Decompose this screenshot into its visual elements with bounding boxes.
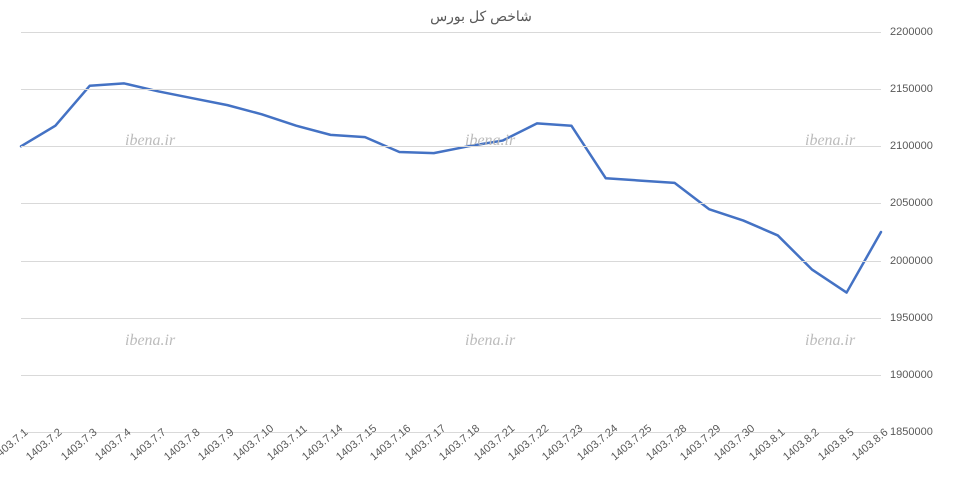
gridline bbox=[21, 261, 881, 262]
gridline bbox=[21, 89, 881, 90]
y-tick-label: 2150000 bbox=[890, 83, 933, 95]
chart-container: شاخص کل بورس 1850000 1900000 1950000 200000… bbox=[0, 0, 962, 503]
gridline bbox=[21, 146, 881, 147]
plot-area bbox=[20, 32, 881, 432]
y-tick-label: 1950000 bbox=[890, 312, 933, 324]
y-tick-label: 1900000 bbox=[890, 369, 933, 381]
gridline bbox=[21, 32, 881, 33]
line-series bbox=[21, 32, 881, 432]
y-tick-label: 1850000 bbox=[890, 426, 933, 438]
gridline bbox=[21, 318, 881, 319]
x-tick-label: 1403.7.1 bbox=[0, 426, 31, 463]
gridline bbox=[21, 203, 881, 204]
y-tick-label: 2100000 bbox=[890, 140, 933, 152]
gridline bbox=[21, 375, 881, 376]
y-tick-label: 2050000 bbox=[890, 197, 933, 209]
y-tick-label: 2200000 bbox=[890, 26, 933, 38]
chart-title: شاخص کل بورس bbox=[0, 8, 962, 25]
y-tick-label: 2000000 bbox=[890, 255, 933, 267]
